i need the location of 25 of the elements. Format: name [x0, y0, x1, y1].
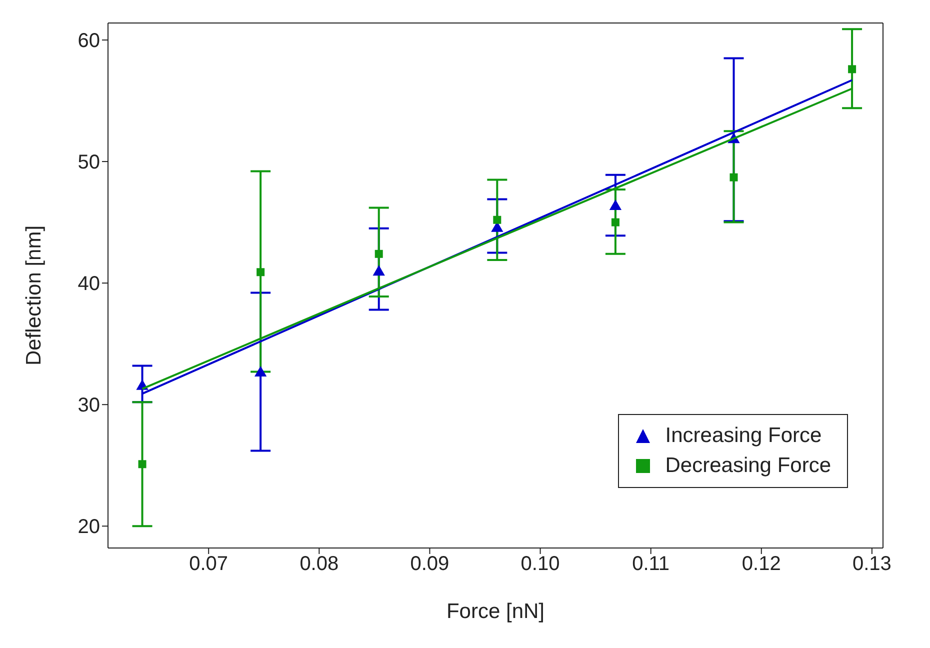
- x-tick-label: 0.09: [410, 553, 450, 576]
- y-tick-label: 20: [78, 516, 100, 538]
- legend-label: Increasing Force: [665, 423, 822, 449]
- point: [611, 218, 620, 226]
- point: [372, 265, 385, 276]
- y-axis-title: Deflection [nm]: [22, 225, 46, 366]
- x-axis-title: Force [nN]: [446, 600, 545, 623]
- point: [730, 173, 738, 182]
- point: [848, 65, 856, 74]
- x-tick-label: 0.10: [520, 553, 560, 576]
- y-tick-label: 30: [78, 394, 100, 417]
- x-tick-label: 0.13: [852, 553, 892, 576]
- y-tick-label: 50: [78, 152, 100, 174]
- y-tick-label: 60: [78, 30, 100, 52]
- x-tick-label: 0.07: [189, 553, 228, 576]
- point: [493, 216, 502, 224]
- point: [609, 199, 622, 210]
- point: [254, 366, 267, 377]
- point: [256, 268, 265, 276]
- point: [374, 250, 383, 258]
- x-tick-label: 0.12: [742, 553, 781, 576]
- y-tick-label: 40: [78, 273, 100, 296]
- x-tick-label: 0.11: [632, 553, 670, 576]
- x-tick-label: 0.08: [300, 553, 339, 576]
- legend-label: Decreasing Force: [665, 453, 831, 479]
